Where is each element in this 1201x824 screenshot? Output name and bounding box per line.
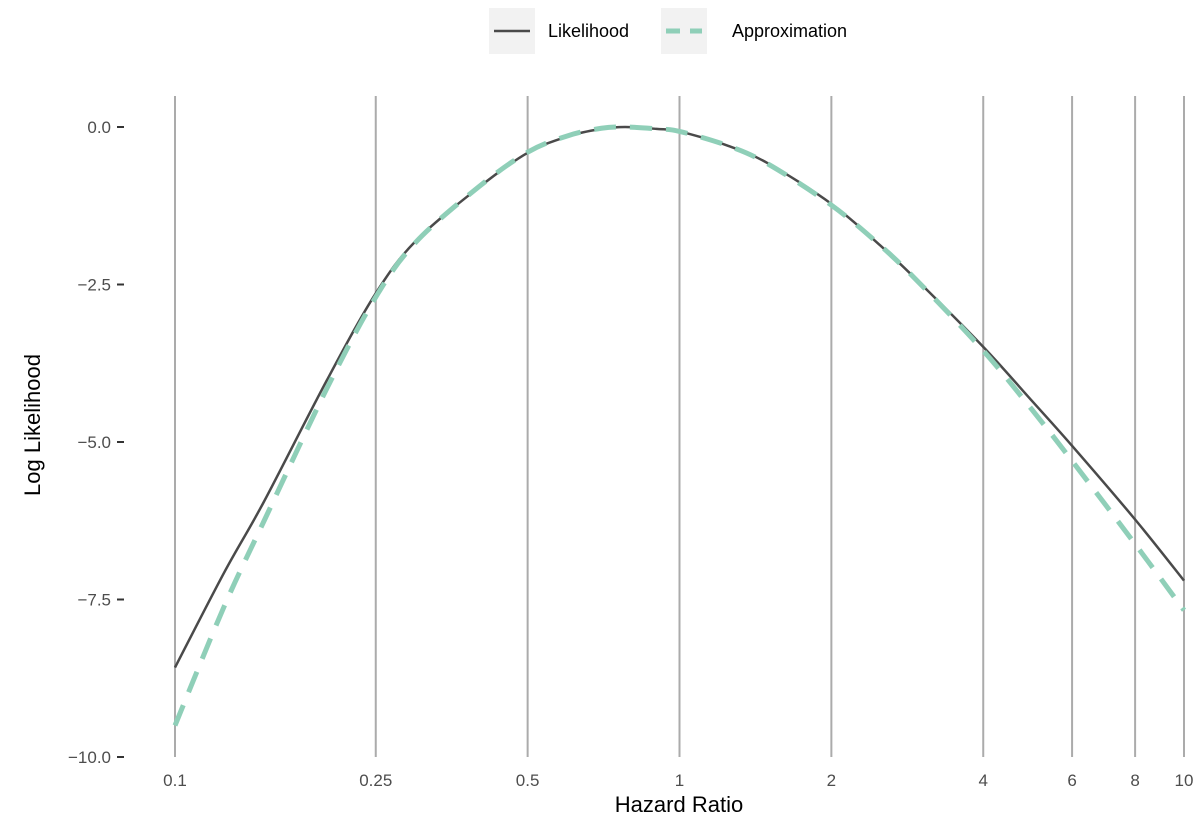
series-line-approximation (172, 124, 1187, 727)
y-tick-label: −7.5 (77, 591, 111, 610)
series-lines (172, 124, 1187, 727)
grid-lines (174, 96, 1185, 757)
x-tick-label: 6 (1067, 771, 1076, 790)
x-tick-label: 0.1 (163, 771, 187, 790)
y-axis: 0.0 −2.5 −5.0 −7.5 −10.0 (68, 118, 124, 767)
legend-label-likelihood: Likelihood (548, 21, 629, 41)
x-axis: 0.1 0.25 0.5 1 2 4 6 8 10 (163, 771, 1193, 790)
legend-label-approximation: Approximation (732, 21, 847, 41)
x-tick-label: 10 (1175, 771, 1194, 790)
y-tick-label: −2.5 (77, 276, 111, 295)
x-tick-label: 0.5 (516, 771, 540, 790)
x-tick-label: 2 (827, 771, 836, 790)
x-tick-label: 1 (675, 771, 684, 790)
y-axis-title: Log Likelihood (20, 354, 45, 496)
x-tick-label: 4 (979, 771, 988, 790)
x-axis-title: Hazard Ratio (615, 792, 743, 817)
y-tick-label: −10.0 (68, 748, 111, 767)
x-tick-label: 0.25 (359, 771, 392, 790)
x-tick-label: 8 (1130, 771, 1139, 790)
y-tick-label: 0.0 (87, 118, 111, 137)
y-tick-label: −5.0 (77, 433, 111, 452)
legend: Likelihood Approximation (489, 8, 847, 54)
